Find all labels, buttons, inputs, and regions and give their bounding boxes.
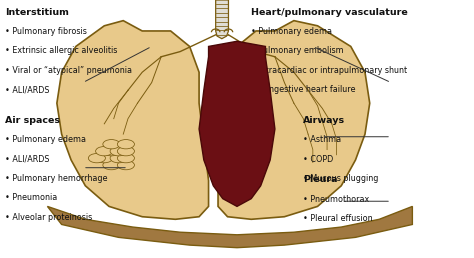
Circle shape: [110, 154, 127, 163]
Text: • ALI/ARDS: • ALI/ARDS: [5, 155, 49, 164]
Circle shape: [118, 140, 135, 149]
Polygon shape: [47, 206, 412, 248]
Text: • Alveolar proteinosis: • Alveolar proteinosis: [5, 213, 92, 222]
Circle shape: [103, 140, 120, 149]
Circle shape: [103, 147, 120, 156]
Circle shape: [96, 154, 113, 163]
Text: • Pulmonary edema: • Pulmonary edema: [251, 27, 332, 36]
Text: • Intracardiac or intrapulmonary shunt: • Intracardiac or intrapulmonary shunt: [251, 66, 407, 75]
Text: • Pneumonia: • Pneumonia: [5, 194, 57, 203]
Circle shape: [118, 160, 135, 170]
Text: • Pulmonary fibrosis: • Pulmonary fibrosis: [5, 27, 87, 36]
Text: • Pulmonary hemorrhage: • Pulmonary hemorrhage: [5, 174, 107, 183]
Text: • Congestive heart failure: • Congestive heart failure: [251, 85, 356, 94]
Circle shape: [103, 160, 120, 170]
Polygon shape: [199, 41, 275, 206]
Text: • COPD: • COPD: [303, 155, 334, 164]
Circle shape: [88, 154, 105, 163]
Text: • Pulmonary edema: • Pulmonary edema: [5, 135, 86, 144]
Text: • Viral or “atypical” pneumonia: • Viral or “atypical” pneumonia: [5, 66, 132, 75]
Text: Air spaces: Air spaces: [5, 116, 60, 125]
Text: Interstitium: Interstitium: [5, 8, 69, 17]
Text: Pleura: Pleura: [303, 175, 338, 184]
Text: • Asthma: • Asthma: [303, 135, 341, 144]
Text: Airways: Airways: [303, 116, 346, 125]
Text: Heart/pulmonary vasculature: Heart/pulmonary vasculature: [251, 8, 408, 17]
Text: • Pneumothorax: • Pneumothorax: [303, 195, 370, 204]
Polygon shape: [216, 0, 228, 39]
Polygon shape: [218, 21, 370, 219]
Text: • Pleural effusion: • Pleural effusion: [303, 214, 373, 223]
Circle shape: [118, 147, 135, 156]
Text: • ALI/ARDS: • ALI/ARDS: [5, 85, 49, 94]
Circle shape: [118, 154, 135, 163]
Text: • Pulmonary embolism: • Pulmonary embolism: [251, 46, 344, 55]
Circle shape: [110, 147, 127, 156]
Circle shape: [96, 147, 113, 156]
Text: • Extrinsic allergic alveolitis: • Extrinsic allergic alveolitis: [5, 46, 117, 55]
Text: • Mucous plugging: • Mucous plugging: [303, 174, 379, 183]
Polygon shape: [57, 21, 209, 219]
